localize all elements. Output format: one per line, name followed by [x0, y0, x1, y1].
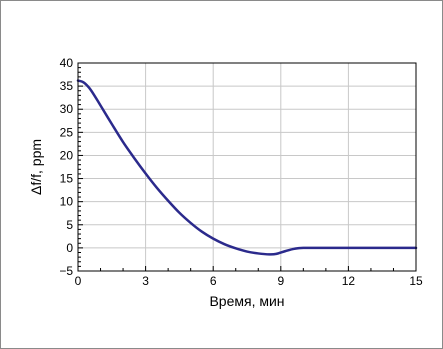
y-tick-label: 0 — [66, 241, 73, 255]
x-tick-label: 3 — [142, 274, 149, 288]
y-tick-label: −5 — [59, 264, 73, 278]
y-tick-label: 30 — [60, 102, 74, 116]
x-tick-labels: 0 3 6 9 12 15 — [75, 274, 423, 288]
x-tick-label: 12 — [342, 274, 356, 288]
grid — [78, 63, 416, 271]
y-tick-label: 10 — [60, 195, 74, 209]
y-tick-labels: −5 0 5 10 15 20 25 30 35 40 — [59, 56, 73, 278]
x-tick-label: 6 — [210, 274, 217, 288]
x-axis-title: Время, мин — [209, 293, 284, 309]
y-tick-label: 40 — [60, 56, 74, 70]
y-tick-label: 5 — [66, 218, 73, 232]
x-tick-label: 9 — [277, 274, 284, 288]
y-tick-label: 25 — [60, 125, 74, 139]
x-tick-label: 15 — [409, 274, 423, 288]
y-tick-label: 20 — [60, 148, 74, 162]
plot-area — [78, 63, 416, 271]
y-axis-title: Δf/f, ppm — [28, 139, 44, 195]
x-tick-label: 0 — [75, 274, 82, 288]
series-line — [76, 79, 418, 256]
plot-border — [77, 62, 417, 272]
y-tick-label: 35 — [60, 79, 74, 93]
series-layer — [76, 79, 418, 256]
y-tick-label: 15 — [60, 172, 74, 186]
